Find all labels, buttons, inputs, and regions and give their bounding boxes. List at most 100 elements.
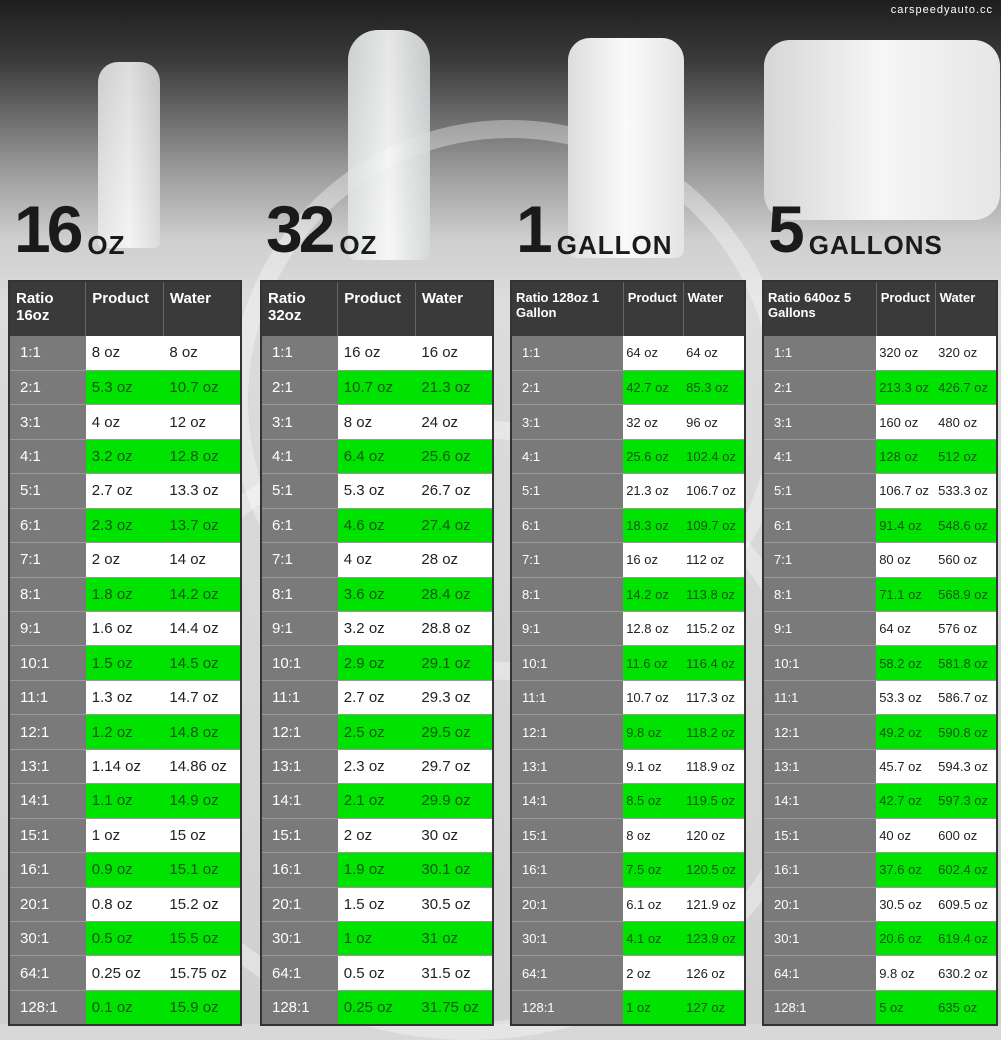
water-cell: 597.3 oz [935, 783, 997, 819]
water-cell: 29.3 oz [415, 680, 493, 716]
water-cell: 29.9 oz [415, 783, 493, 819]
table-row: 13:1 45.7 oz 594.3 oz [763, 749, 997, 785]
ratio-cell: 10:1 [763, 645, 877, 681]
table-row: 4:1 128 oz 512 oz [763, 439, 997, 475]
jug-icon [568, 38, 684, 258]
water-cell: 15.2 oz [163, 887, 241, 922]
water-cell: 10.7 oz [163, 370, 241, 406]
water-cell: 123.9 oz [683, 921, 745, 957]
water-cell: 109.7 oz [683, 508, 745, 544]
table-row: 5:1 106.7 oz 533.3 oz [763, 473, 997, 509]
water-cell: 16 oz [415, 336, 493, 371]
ratio-cell: 6:1 [511, 508, 624, 544]
ratio-cell: 9:1 [261, 611, 338, 647]
table-row: 7:1 80 oz 560 oz [763, 542, 997, 578]
product-cell: 1.5 oz [85, 645, 164, 681]
table-row: 10:1 58.2 oz 581.8 oz [763, 645, 997, 681]
table-row: 64:1 9.8 oz 630.2 oz [763, 955, 997, 991]
ratio-cell: 12:1 [511, 714, 624, 750]
size-number: 5 [768, 192, 805, 266]
ratio-cell: 8:1 [763, 577, 877, 613]
table-row: 128:1 0.1 oz 15.9 oz [9, 990, 241, 1026]
table-row: 6:1 2.3 oz 13.7 oz [9, 508, 241, 544]
product-cell: 0.1 oz [85, 990, 164, 1026]
panel-title: 5 GALLONS [768, 196, 943, 262]
ratio-cell: 6:1 [763, 508, 877, 544]
water-cell: 25.6 oz [415, 439, 493, 475]
table-row: 1:1 320 oz 320 oz [763, 336, 997, 371]
ratio-cell: 16:1 [511, 852, 624, 888]
table-row: 8:1 71.1 oz 568.9 oz [763, 577, 997, 613]
ratio-cell: 2:1 [9, 370, 86, 406]
water-cell: 119.5 oz [683, 783, 745, 819]
product-cell: 7.5 oz [623, 852, 684, 888]
water-cell: 14.86 oz [163, 749, 241, 785]
product-cell: 2 oz [623, 955, 684, 991]
column-header: Water [415, 281, 494, 336]
ratio-cell: 30:1 [9, 921, 86, 957]
water-cell: 512 oz [935, 439, 997, 475]
table-row: 12:1 1.2 oz 14.8 oz [9, 714, 241, 750]
ratio-cell: 5:1 [9, 473, 86, 509]
table-row: 3:1 4 oz 12 oz [9, 404, 241, 440]
water-cell: 581.8 oz [935, 645, 997, 681]
product-cell: 42.7 oz [876, 783, 936, 819]
water-cell: 15.1 oz [163, 852, 241, 888]
product-cell: 2.3 oz [337, 749, 416, 785]
column-header: Product [623, 281, 684, 336]
water-cell: 120 oz [683, 818, 745, 854]
ratio-cell: 11:1 [9, 680, 86, 716]
product-cell: 3.6 oz [337, 577, 416, 613]
product-cell: 49.2 oz [876, 714, 936, 750]
water-cell: 602.4 oz [935, 852, 997, 888]
product-cell: 16 oz [337, 336, 416, 371]
product-cell: 25.6 oz [623, 439, 684, 475]
ratio-cell: 20:1 [9, 887, 86, 922]
product-cell: 18.3 oz [623, 508, 684, 544]
water-cell: 118.9 oz [683, 749, 745, 785]
water-cell: 27.4 oz [415, 508, 493, 544]
table-row: 12:1 49.2 oz 590.8 oz [763, 714, 997, 750]
product-cell: 12.8 oz [623, 611, 684, 647]
water-cell: 106.7 oz [683, 473, 745, 509]
table-row: 20:1 30.5 oz 609.5 oz [763, 887, 997, 922]
product-cell: 106.7 oz [876, 473, 936, 509]
ratio-cell: 14:1 [9, 783, 86, 819]
product-cell: 213.3 oz [876, 370, 936, 406]
ratio-cell: 128:1 [763, 990, 877, 1026]
ratio-cell: 1:1 [9, 336, 86, 371]
ratio-cell: 5:1 [261, 473, 338, 509]
table-row: 20:1 6.1 oz 121.9 oz [511, 887, 745, 922]
ratio-cell: 64:1 [763, 955, 877, 991]
product-cell: 91.4 oz [876, 508, 936, 544]
table-row: 2:1 10.7 oz 21.3 oz [261, 370, 493, 406]
table-row: 14:1 8.5 oz 119.5 oz [511, 783, 745, 819]
column-header: Ratio 16oz [9, 281, 87, 336]
ratio-cell: 7:1 [511, 542, 624, 578]
product-cell: 0.9 oz [85, 852, 164, 888]
table-row: 4:1 3.2 oz 12.8 oz [9, 439, 241, 475]
water-cell: 576 oz [935, 611, 997, 647]
panel-title: 16 OZ [14, 196, 126, 262]
ratio-cell: 10:1 [511, 645, 624, 681]
size-unit: GALLONS [808, 230, 943, 260]
ratio-cell: 20:1 [511, 887, 624, 922]
ratio-cell: 3:1 [763, 404, 877, 440]
product-cell: 1.5 oz [337, 887, 416, 922]
ratio-cell: 13:1 [763, 749, 877, 785]
column-header: Ratio 640oz 5 Gallons [763, 281, 877, 336]
size-number: 16 [14, 192, 83, 266]
product-cell: 5.3 oz [337, 473, 416, 509]
product-cell: 3.2 oz [337, 611, 416, 647]
product-cell: 1.9 oz [337, 852, 416, 888]
product-cell: 10.7 oz [337, 370, 416, 406]
product-cell: 6.4 oz [337, 439, 416, 475]
product-cell: 40 oz [876, 818, 936, 854]
product-cell: 1 oz [85, 818, 164, 854]
ratio-cell: 8:1 [261, 577, 338, 613]
product-cell: 5.3 oz [85, 370, 164, 406]
product-cell: 0.5 oz [337, 955, 416, 991]
product-cell: 6.1 oz [623, 887, 684, 922]
ratio-cell: 9:1 [763, 611, 877, 647]
table-row: 7:1 4 oz 28 oz [261, 542, 493, 578]
